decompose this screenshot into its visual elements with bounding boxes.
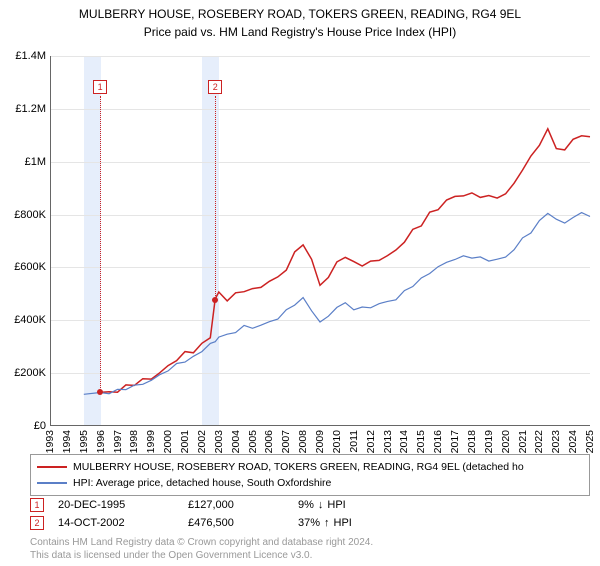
y-tick-label: £400K xyxy=(2,314,46,326)
x-tick-label: 2022 xyxy=(533,430,545,453)
chart-container: MULBERRY HOUSE, ROSEBERY ROAD, TOKERS GR… xyxy=(0,6,600,566)
event-row: 1 20-DEC-1995 £127,000 9% ↓ HPI xyxy=(30,496,590,514)
y-tick-label: £800K xyxy=(2,209,46,221)
arrow-up-icon: ↑ xyxy=(324,517,330,529)
y-tick-label: £1.4M xyxy=(2,50,46,62)
x-tick-label: 1995 xyxy=(78,430,90,453)
event-date: 20-DEC-1995 xyxy=(58,499,188,511)
y-tick-label: £0 xyxy=(2,420,46,432)
x-tick-label: 1997 xyxy=(112,430,124,453)
x-tick-label: 1996 xyxy=(95,430,107,453)
y-tick-label: £1M xyxy=(2,156,46,168)
x-tick-label: 2019 xyxy=(483,430,495,453)
x-tick-label: 2013 xyxy=(382,430,394,453)
x-tick-label: 2023 xyxy=(550,430,562,453)
x-tick-label: 2017 xyxy=(449,430,461,453)
x-tick-label: 2006 xyxy=(263,430,275,453)
event-marker-box: 1 xyxy=(30,498,44,512)
legend-row: MULBERRY HOUSE, ROSEBERY ROAD, TOKERS GR… xyxy=(37,459,583,475)
x-tick-label: 2018 xyxy=(466,430,478,453)
x-tick-label: 2005 xyxy=(247,430,259,453)
series-hpi xyxy=(84,213,590,395)
event-date: 14-OCT-2002 xyxy=(58,517,188,529)
x-tick-label: 2011 xyxy=(348,430,360,453)
x-tick-label: 2020 xyxy=(500,430,512,453)
x-tick-label: 1998 xyxy=(128,430,140,453)
series-price_paid xyxy=(100,129,590,393)
x-tick-label: 2004 xyxy=(230,430,242,453)
x-tick-label: 2012 xyxy=(365,430,377,453)
x-tick-label: 2010 xyxy=(331,430,343,453)
x-tick-label: 2000 xyxy=(162,430,174,453)
chart-subtitle: Price paid vs. HM Land Registry's House … xyxy=(0,25,600,39)
series-lines xyxy=(50,56,590,426)
legend-label: MULBERRY HOUSE, ROSEBERY ROAD, TOKERS GR… xyxy=(73,461,524,473)
y-tick-label: £200K xyxy=(2,367,46,379)
event-delta: 37% ↑ HPI xyxy=(298,517,352,529)
x-tick-label: 2003 xyxy=(213,430,225,453)
x-tick-label: 2002 xyxy=(196,430,208,453)
legend-swatch xyxy=(37,466,67,468)
x-tick-label: 1993 xyxy=(44,430,56,453)
event-price: £127,000 xyxy=(188,499,298,511)
legend: MULBERRY HOUSE, ROSEBERY ROAD, TOKERS GR… xyxy=(30,454,590,496)
x-tick-label: 1994 xyxy=(61,430,73,453)
marker-box: 1 xyxy=(93,80,107,94)
x-tick-label: 2007 xyxy=(280,430,292,453)
event-row: 2 14-OCT-2002 £476,500 37% ↑ HPI xyxy=(30,514,590,532)
legend-swatch xyxy=(37,482,67,484)
events-table: 1 20-DEC-1995 £127,000 9% ↓ HPI 2 14-OCT… xyxy=(30,496,590,532)
y-tick-label: £600K xyxy=(2,261,46,273)
arrow-down-icon: ↓ xyxy=(318,499,324,511)
event-delta: 9% ↓ HPI xyxy=(298,499,346,511)
marker-box: 2 xyxy=(208,80,222,94)
x-tick-label: 2024 xyxy=(567,430,579,453)
x-tick-label: 1999 xyxy=(145,430,157,453)
x-tick-label: 2009 xyxy=(314,430,326,453)
attribution-footer: Contains HM Land Registry data © Crown c… xyxy=(30,536,590,562)
x-tick-label: 2014 xyxy=(398,430,410,453)
event-marker-box: 2 xyxy=(30,516,44,530)
legend-row: HPI: Average price, detached house, Sout… xyxy=(37,475,583,491)
event-price: £476,500 xyxy=(188,517,298,529)
x-tick-label: 2015 xyxy=(415,430,427,453)
x-tick-label: 2025 xyxy=(584,430,596,453)
x-tick-label: 2021 xyxy=(517,430,529,453)
x-tick-label: 2016 xyxy=(432,430,444,453)
x-tick-label: 2008 xyxy=(297,430,309,453)
legend-label: HPI: Average price, detached house, Sout… xyxy=(73,477,331,489)
chart-title: MULBERRY HOUSE, ROSEBERY ROAD, TOKERS GR… xyxy=(0,6,600,23)
x-tick-label: 2001 xyxy=(179,430,191,453)
y-tick-label: £1.2M xyxy=(2,103,46,115)
